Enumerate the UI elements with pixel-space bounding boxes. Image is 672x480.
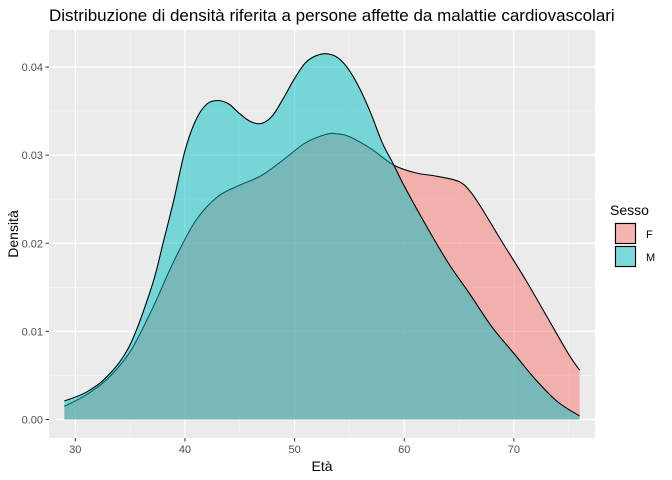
density-areas <box>64 53 581 420</box>
density-area-M <box>64 53 580 420</box>
y-tick-label: 0.03 <box>22 150 43 162</box>
x-tick-label: 70 <box>508 444 520 456</box>
density-line-M <box>64 53 580 417</box>
legend-label-F: F <box>646 229 653 241</box>
y-axis: 0.00 0.01 0.02 0.03 0.04 <box>22 62 49 426</box>
legend-title: Sesso <box>610 202 649 218</box>
y-tick-label: 0.00 <box>22 414 43 426</box>
legend-key-M <box>614 245 637 268</box>
y-tick-label: 0.01 <box>22 326 43 338</box>
x-tick-label: 60 <box>398 444 410 456</box>
x-axis: 30 40 50 60 70 <box>69 438 520 456</box>
chart-title: Distribuzione di densità riferita a pers… <box>49 6 615 25</box>
x-tick-label: 30 <box>69 444 81 456</box>
x-tick-label: 40 <box>179 444 191 456</box>
y-tick-label: 0.02 <box>22 238 43 250</box>
y-tick-label: 0.04 <box>22 62 43 74</box>
legend: Sesso FM <box>610 202 655 268</box>
x-axis-title: Età <box>311 458 332 474</box>
legend-label-M: M <box>646 252 655 264</box>
legend-key-F <box>614 222 637 245</box>
x-tick-label: 50 <box>288 444 300 456</box>
y-axis-title: Densità <box>5 210 21 258</box>
